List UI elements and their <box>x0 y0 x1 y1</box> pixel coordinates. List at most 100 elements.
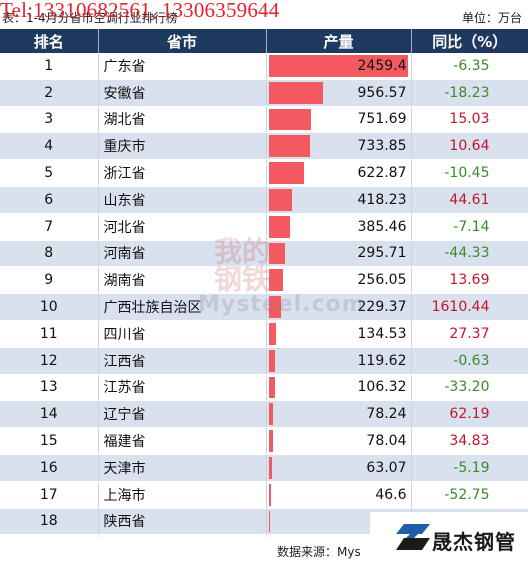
output-cell: 751.69 <box>266 106 412 134</box>
output-value: 78.24 <box>366 406 407 423</box>
output-cell: 2459.4 <box>266 53 412 80</box>
output-data-bar <box>268 483 272 506</box>
steel-pipe-logo-icon <box>396 524 430 550</box>
province-cell: 江西省 <box>98 347 267 375</box>
province-cell: 山东省 <box>98 186 267 214</box>
brand-name: 晟杰钢管 <box>432 530 516 554</box>
yoy-cell: -18.23 <box>411 79 528 107</box>
province-cell: 浙江省 <box>98 159 267 187</box>
output-data-bar <box>268 242 286 265</box>
column-header-province: 省市 <box>98 29 267 53</box>
output-cell: 956.57 <box>266 79 412 107</box>
output-value: 106.32 <box>357 379 407 396</box>
column-header-yoy: 同比（%） <box>411 29 528 53</box>
yoy-cell: 1610.44 <box>411 293 528 321</box>
data-source-label: 数据来源：Mys <box>277 545 361 559</box>
table-row: 15 福建省 78.04 34.83 <box>0 427 528 455</box>
yoy-cell: -0.63 <box>411 347 528 375</box>
table-row: 12 江西省 119.62 -0.63 <box>0 347 528 375</box>
province-cell: 天津市 <box>98 454 267 482</box>
province-cell: 广东省 <box>98 53 267 80</box>
output-data-bar <box>268 322 277 345</box>
province-cell: 辽宁省 <box>98 400 267 429</box>
output-data-bar <box>268 81 323 104</box>
output-data-bar <box>268 188 293 211</box>
rank-cell: 14 <box>0 400 99 429</box>
output-cell: 418.23 <box>266 186 412 214</box>
table-row: 5 浙江省 622.87 -10.45 <box>0 159 528 187</box>
table-caption: 表：1-4月分省市空调行业排行榜 <box>2 11 178 25</box>
rank-cell: 15 <box>0 427 99 455</box>
output-cell: 295.71 <box>266 240 412 268</box>
output-value: 751.69 <box>357 111 407 128</box>
output-cell: 78.04 <box>266 427 412 455</box>
output-value: 733.85 <box>357 138 407 155</box>
output-value: 418.23 <box>357 191 407 208</box>
yoy-cell: -5.19 <box>411 454 528 482</box>
table-row: 8 河南省 295.71 -44.33 <box>0 240 528 268</box>
province-cell: 江苏省 <box>98 374 267 402</box>
output-value: 622.87 <box>357 165 407 182</box>
title-bar: 表：1-4月分省市空调行业排行榜 Tel:13310682561, 133063… <box>0 0 528 28</box>
yoy-cell: -6.35 <box>411 53 528 80</box>
table-row: 2 安徽省 956.57 -18.23 <box>0 79 528 107</box>
province-cell: 湖北省 <box>98 106 267 134</box>
output-data-bar <box>268 456 273 479</box>
output-data-bar <box>268 135 310 158</box>
rank-cell: 13 <box>0 374 99 402</box>
table-row: 3 湖北省 751.69 15.03 <box>0 106 528 134</box>
rank-cell: 11 <box>0 320 99 348</box>
output-value: 956.57 <box>357 84 407 101</box>
yoy-cell: -33.20 <box>411 374 528 402</box>
output-value: 385.46 <box>357 218 407 235</box>
output-value: 134.53 <box>357 325 407 342</box>
rank-cell: 2 <box>0 79 99 107</box>
yoy-cell: -44.33 <box>411 240 528 268</box>
contact-phone-overlay: Tel:13310682561, 13306359644 <box>0 0 280 22</box>
yoy-cell: 10.64 <box>411 132 528 161</box>
rank-cell: 9 <box>0 266 99 295</box>
output-data-bar <box>268 269 283 292</box>
yoy-cell: 27.37 <box>411 320 528 348</box>
rank-cell: 5 <box>0 159 99 187</box>
output-value: 229.37 <box>357 299 407 316</box>
province-cell: 重庆市 <box>98 132 267 161</box>
province-cell: 河北省 <box>98 213 267 241</box>
output-cell: 622.87 <box>266 159 412 187</box>
table-row: 1 广东省 2459.4 -6.35 <box>0 53 528 80</box>
rank-cell: 12 <box>0 347 99 375</box>
rank-cell: 3 <box>0 106 99 134</box>
yoy-cell: -10.45 <box>411 159 528 187</box>
rank-cell: 16 <box>0 454 99 482</box>
output-value: 2459.4 <box>357 57 407 74</box>
table-row: 11 四川省 134.53 27.37 <box>0 320 528 348</box>
table-row: 13 江苏省 106.32 -33.20 <box>0 374 528 402</box>
output-data-bar <box>268 55 408 77</box>
yoy-cell: 34.83 <box>411 427 528 455</box>
output-data-bar <box>268 403 273 426</box>
table-row: 7 河北省 385.46 -7.14 <box>0 213 528 241</box>
table-body: 1 广东省 2459.4 -6.35 2 安徽省 956.57 -18.23 3 湖北省 751.6… <box>0 53 528 563</box>
output-value: 78.04 <box>366 433 407 450</box>
table-row: 14 辽宁省 78.24 62.19 <box>0 400 528 429</box>
rank-cell: 10 <box>0 293 99 321</box>
yoy-cell: -7.14 <box>411 213 528 241</box>
table-row: 17 上海市 46.6 -52.75 <box>0 481 528 509</box>
province-cell: 湖南省 <box>98 266 267 295</box>
output-data-bar <box>268 108 311 131</box>
table-row: 10 广西壮族自治区 229.37 1610.44 <box>0 293 528 321</box>
output-data-bar <box>268 162 304 184</box>
output-cell: 78.24 <box>266 400 412 429</box>
ranking-table: 排名 省市 产量 同比（%） 1 广东省 2459.4 -6.35 2 安徽省 956.57… <box>0 29 528 563</box>
province-cell: 陕西省 <box>98 508 267 536</box>
province-cell: 福建省 <box>98 427 267 455</box>
output-cell: 229.37 <box>266 293 412 321</box>
rank-cell: 1 <box>0 53 99 80</box>
unit-label: 单位：万台 <box>461 11 522 25</box>
province-cell: 安徽省 <box>98 79 267 107</box>
output-data-bar <box>268 215 291 238</box>
table-row: 4 重庆市 733.85 10.64 <box>0 132 528 161</box>
output-data-bar <box>268 296 282 318</box>
column-header-rank: 排名 <box>0 29 99 53</box>
rank-cell: 4 <box>0 132 99 161</box>
